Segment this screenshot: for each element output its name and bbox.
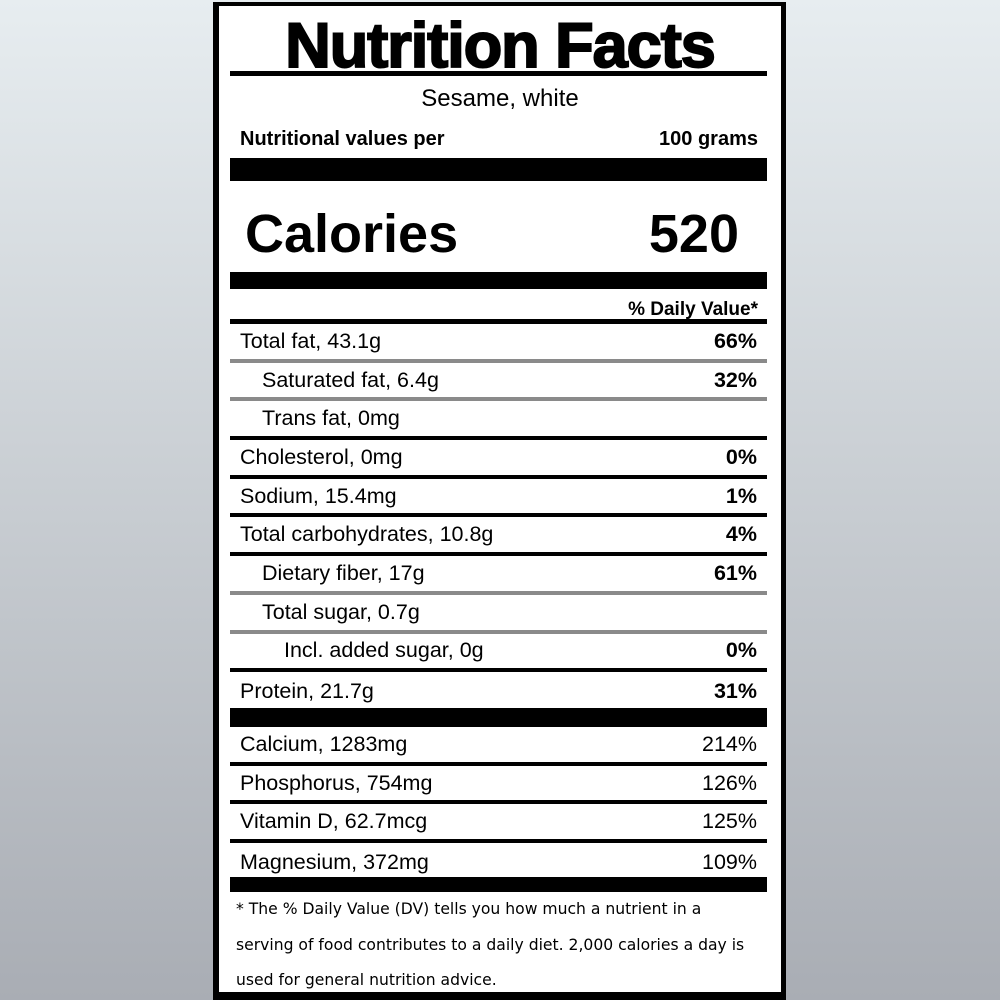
daily-value-percent: 66% (713, 328, 757, 353)
daily-value-percent: 61% (713, 560, 757, 585)
nutrient-label: Total sugar, 0.7g (262, 599, 420, 624)
nutrient-row: Cholesterol, 0mg 0% (230, 440, 767, 479)
mineral-row: Calcium, 1283mg 214% (230, 727, 767, 766)
nutrition-label: Nutrition Facts Sesame, white Nutritiona… (213, 2, 786, 1000)
daily-value-percent: 125% (702, 809, 757, 834)
nutrient-row: Saturated fat, 6.4g 32% (230, 363, 767, 402)
serving-row: Nutritional values per 100 grams (240, 128, 758, 151)
nutrient-label: Sodium, 15.4mg (240, 483, 397, 508)
mineral-row: Vitamin D, 62.7mcg 125% (230, 804, 767, 844)
divider (230, 71, 767, 76)
calories-label: Calories (245, 204, 459, 264)
daily-value-header: % Daily Value* (628, 299, 758, 320)
nutrient-label: Vitamin D, 62.7mcg (240, 809, 428, 834)
food-name: Sesame, white (421, 85, 579, 112)
nutrient-label: Magnesium, 372mg (240, 849, 429, 874)
daily-value-percent: 214% (702, 731, 757, 756)
nutrient-label: Calcium, 1283mg (240, 731, 408, 756)
nutrient-list: Total fat, 43.1g 66% Saturated fat, 6.4g 32… (230, 324, 767, 711)
daily-value-percent: 109% (702, 849, 757, 874)
nutrient-label: Total carbohydrates, 10.8g (240, 522, 494, 547)
mineral-row: Phosphorus, 754mg 126% (230, 766, 767, 805)
daily-value-percent: 0% (725, 638, 757, 663)
footnote: * The % Daily Value (DV) tells you how m… (236, 900, 745, 989)
nutrient-label: Cholesterol, 0mg (240, 444, 403, 469)
nutrient-label: Total fat, 43.1g (240, 328, 382, 353)
thick-divider (230, 158, 767, 181)
serving-amount: 100 grams (659, 128, 758, 150)
nutrient-label: Trans fat, 0mg (262, 406, 400, 431)
thick-divider (230, 272, 767, 289)
calories-value: 520 (648, 204, 739, 264)
nutrient-label: Protein, 21.7g (240, 679, 374, 704)
nutrient-row: Dietary fiber, 17g 61% (230, 556, 767, 595)
thick-divider (230, 877, 767, 892)
daily-value-percent: 31% (713, 679, 757, 704)
nutrient-row: Total sugar, 0.7g (230, 595, 767, 634)
label-body: Nutrition Facts Sesame, white Nutritiona… (219, 6, 781, 992)
daily-value-percent: 4% (725, 522, 757, 547)
nutrient-label: Dietary fiber, 17g (262, 560, 425, 585)
nutrient-row: Trans fat, 0mg (230, 401, 767, 441)
daily-value-percent: 126% (702, 770, 757, 795)
nutrient-row: Total carbohydrates, 10.8g 4% (230, 517, 767, 557)
daily-value-percent: 32% (713, 367, 757, 392)
daily-value-percent: 1% (725, 483, 757, 508)
divider (230, 319, 767, 324)
nutrient-row: Incl. added sugar, 0g 0% (230, 634, 767, 673)
serving-label: Nutritional values per (240, 128, 445, 150)
thick-divider (230, 708, 767, 727)
label-title: Nutrition Facts (284, 11, 717, 81)
calories-row: Calories 520 (245, 199, 739, 269)
nutrient-row: Total fat, 43.1g 66% (230, 324, 767, 363)
mineral-list: Calcium, 1283mg 214% Phosphorus, 754mg 126%… (230, 727, 767, 882)
nutrient-label: Phosphorus, 754mg (240, 770, 433, 795)
nutrient-label: Incl. added sugar, 0g (284, 638, 484, 663)
nutrient-row: Sodium, 15.4mg 1% (230, 479, 767, 518)
nutrient-label: Saturated fat, 6.4g (262, 367, 439, 392)
daily-value-percent: 0% (725, 444, 757, 469)
mineral-row: Magnesium, 372mg 109% (230, 843, 767, 882)
nutrient-row: Protein, 21.7g 31% (230, 672, 767, 711)
